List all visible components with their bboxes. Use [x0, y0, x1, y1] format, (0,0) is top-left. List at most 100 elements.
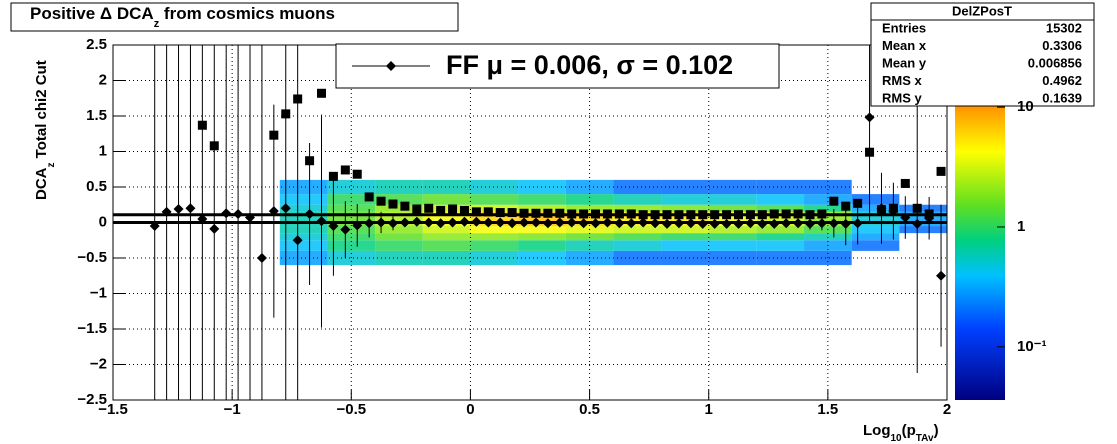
marker-square — [269, 130, 279, 140]
marker-square — [579, 209, 589, 219]
marker-diamond — [804, 218, 815, 229]
heatmap-cell — [804, 179, 852, 195]
z-tick-label: 10 — [1017, 98, 1034, 115]
marker-square — [376, 196, 386, 206]
heatmap-cell — [851, 233, 900, 241]
z-tick-label: 1 — [1017, 218, 1025, 235]
marker-square — [817, 209, 827, 219]
marker-square — [507, 208, 517, 218]
marker-diamond — [423, 217, 434, 228]
stats-label: Mean y — [882, 55, 927, 70]
marker-square — [197, 120, 207, 130]
marker-diamond — [495, 217, 506, 228]
heatmap-cell — [375, 179, 423, 195]
heatmap-cell — [422, 226, 471, 234]
heatmap-cell — [899, 204, 947, 212]
marker-square — [614, 209, 624, 219]
marker-diamond — [590, 218, 601, 229]
z-tick-label: 10⁻¹ — [1017, 338, 1047, 355]
marker-diamond — [304, 208, 315, 219]
marker-diamond — [554, 217, 565, 228]
heatmap-cell — [613, 204, 662, 212]
heatmap-cell — [279, 233, 328, 241]
heatmap-cell — [613, 226, 662, 234]
marker-diamond — [459, 216, 470, 227]
marker-diamond — [519, 217, 530, 228]
heatmap-cell — [756, 240, 805, 251]
heatmap-cell — [279, 179, 328, 195]
heatmap-cell — [375, 204, 423, 212]
marker-diamond — [209, 223, 220, 234]
heatmap-cell — [422, 204, 471, 212]
marker-square — [459, 205, 469, 215]
heatmap-cell — [756, 250, 805, 266]
heatmap-cell — [422, 250, 471, 266]
heatmap-cell — [518, 204, 566, 212]
heatmap-cell — [756, 233, 805, 241]
heatmap-cell — [804, 204, 852, 212]
marker-diamond — [245, 212, 256, 223]
heatmap-cell — [661, 250, 709, 266]
x-tick-label: 2 — [943, 401, 951, 418]
marker-diamond — [936, 270, 947, 281]
marker-diamond — [602, 217, 613, 228]
marker-square — [793, 209, 803, 219]
heatmap-cell — [661, 233, 709, 241]
x-tick-label: 0.5 — [579, 401, 600, 418]
heatmap-cell — [279, 240, 328, 251]
marker-diamond — [411, 216, 422, 227]
heatmap-cell — [708, 240, 757, 251]
heatmap-cell — [756, 179, 805, 195]
heatmap-cell — [422, 179, 471, 195]
heatmap-cell — [708, 250, 757, 266]
marker-diamond — [745, 218, 756, 229]
marker-diamond — [721, 218, 732, 229]
marker-square — [734, 210, 743, 220]
marker-diamond — [650, 218, 661, 229]
marker-square — [829, 196, 839, 206]
marker-square — [448, 204, 458, 214]
marker-square — [555, 208, 565, 218]
marker-square — [364, 192, 374, 202]
stats-label: RMS y — [882, 90, 923, 105]
stats-value: 0.4962 — [1042, 73, 1082, 88]
marker-square — [591, 209, 601, 219]
marker-diamond — [376, 217, 387, 228]
marker-square — [662, 210, 672, 220]
marker-diamond — [197, 213, 208, 224]
y-tick-label: 0 — [99, 213, 107, 230]
heatmap-cell — [613, 240, 662, 251]
marker-square — [495, 208, 505, 218]
marker-square — [602, 209, 612, 219]
marker-square — [567, 209, 577, 219]
marker-diamond — [566, 217, 577, 228]
marker-square — [436, 205, 446, 215]
y-tick-label: 2 — [99, 71, 107, 88]
y-tick-label: −2.5 — [77, 391, 107, 408]
heatmap-cell — [279, 226, 328, 234]
marker-diamond — [709, 218, 720, 229]
marker-square — [936, 166, 946, 176]
marker-diamond — [864, 112, 875, 123]
heatmap-cell — [375, 233, 423, 241]
heatmap-cell — [851, 240, 900, 251]
y-axis-label: DCAz Total chi2 Cut — [33, 60, 57, 200]
heatmap-cell — [851, 226, 900, 234]
marker-square — [519, 208, 529, 218]
x-tick-label: −0.5 — [336, 401, 366, 418]
marker-square — [924, 209, 934, 219]
marker-diamond — [912, 218, 923, 229]
y-tick-label: −0.5 — [77, 249, 107, 266]
marker-square — [745, 210, 755, 220]
marker-diamond — [268, 206, 279, 217]
heatmap-cell — [375, 194, 423, 205]
y-tick-label: 1.5 — [86, 107, 107, 124]
marker-diamond — [316, 216, 327, 227]
marker-square — [400, 201, 410, 211]
heatmap-cell — [470, 204, 519, 212]
heatmap-cell — [565, 204, 614, 212]
legend-marker — [386, 61, 396, 71]
marker-diamond — [447, 217, 458, 228]
heatmap-cell — [470, 233, 519, 241]
